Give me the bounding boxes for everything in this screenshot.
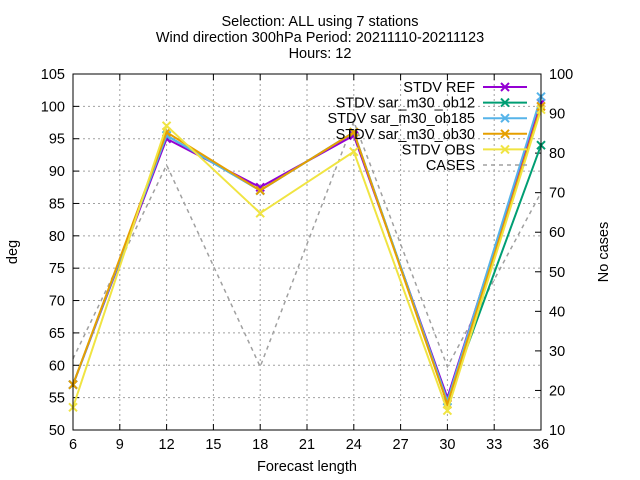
grid [73,74,541,430]
y-tick-label: 85 [49,196,65,212]
x-tick-label: 12 [159,437,175,453]
y2-tick-label: 100 [549,67,573,83]
chart-title: Selection: ALL using 7 stations Wind dir… [156,14,484,62]
legend-label: STDV sar_m30_ob185 [328,111,476,127]
y-tick-label: 95 [49,132,65,148]
data-point [349,130,359,141]
legend-marker [500,129,510,139]
legend-marker [500,113,510,123]
data-point [161,121,172,131]
legend-label: STDV sar_m30_ob12 [336,96,475,112]
y2-tick-label: 60 [549,225,565,241]
x-tick-label: 24 [346,437,362,453]
legend-label: STDV OBS [402,142,475,158]
y-tick-label: 60 [49,358,65,374]
y-tick-label: 65 [49,326,65,342]
y-tick-label: 55 [49,391,65,407]
data-point [255,208,265,218]
y2-tick-label: 20 [549,383,565,399]
data-point [442,405,453,416]
y-tick-label: 100 [41,99,65,115]
y-axis-ticks: 50 55 60 65 70 75 80 85 90 95 100 105 [41,67,79,439]
y2-tick-label: 30 [549,344,565,360]
plot-border [72,73,542,431]
x-tick-label: 18 [252,437,268,453]
y2-tick-label: 50 [549,265,565,281]
y2-tick-label: 10 [549,423,565,439]
x-axis-ticks: 6 9 12 15 18 21 24 27 30 33 36 [69,74,549,453]
x-tick-label: 33 [486,437,502,453]
x-axis-label: Forecast length [257,459,357,475]
data-point [349,127,359,137]
y-axis-label: deg [5,240,21,264]
y-tick-label: 75 [49,261,65,277]
x-tick-label: 15 [205,437,221,453]
x-tick-label: 6 [69,437,77,453]
series-line [72,109,542,414]
y2-tick-label: 90 [549,107,565,123]
x-tick-label: 21 [299,437,315,453]
y-tick-label: 105 [41,67,65,83]
y-tick-label: 80 [49,229,65,245]
title-line-2: Wind direction 300hPa Period: 20211110-2… [156,30,484,46]
series-lines [68,91,546,416]
title-line-3: Hours: 12 [289,46,352,62]
title-line-1: Selection: ALL using 7 stations [222,14,419,30]
y2-tick-label: 70 [549,186,565,202]
legend-label: STDV sar_m30_ob30 [336,127,475,143]
x-tick-label: 36 [533,437,549,453]
x-tick-label: 30 [439,437,455,453]
data-point [255,185,265,196]
series-line [72,119,542,369]
x-tick-label: 9 [116,437,124,453]
legend-marker [500,144,510,155]
y-tick-label: 50 [49,423,65,439]
legend-marker [500,82,510,92]
legend-label: STDV REF [403,80,475,96]
series-5 [72,119,542,369]
y2-axis-ticks: 10 20 30 40 50 60 70 80 90 100 [535,67,573,439]
y-tick-label: 70 [49,294,65,310]
y-tick-label: 90 [49,164,65,180]
legend-label: CASES [426,158,475,174]
x-tick-label: 27 [393,437,409,453]
legend-marker [500,97,510,108]
data-point [349,146,359,157]
y2-axis-label: No cases [596,222,612,282]
y2-tick-label: 40 [549,304,565,320]
y2-tick-label: 80 [549,146,565,162]
